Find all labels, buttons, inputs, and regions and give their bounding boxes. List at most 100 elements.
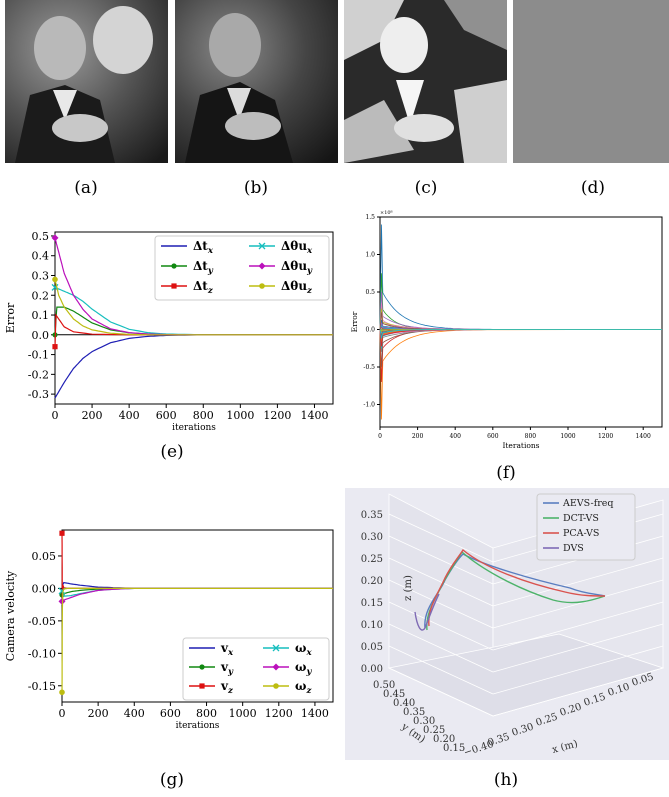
- trajectory-4: [414, 593, 440, 631]
- legend-marker: [272, 644, 280, 652]
- photo-d: [513, 0, 669, 163]
- legend-marker: [258, 242, 266, 250]
- chart-h: 0.350.300.250.200.150.100.050.00z (m)0.5…: [345, 488, 669, 760]
- x-tick-label: 400: [449, 433, 461, 440]
- x-axis-label: iterations: [176, 721, 220, 731]
- series-marker-6: [59, 689, 65, 696]
- caption-h: (h): [493, 770, 519, 790]
- y-tick-label: -0.3: [28, 388, 49, 401]
- x-tick-label: 1000: [226, 409, 254, 422]
- legend-marker: [199, 664, 205, 670]
- z-tick-label: 0.30: [361, 532, 383, 543]
- legend-label: ωy: [295, 660, 312, 677]
- z-axis-label: z (m): [403, 575, 414, 601]
- x-tick-label: 1200: [265, 707, 293, 720]
- x-tick-label: 1400: [301, 707, 329, 720]
- legend-box: [154, 235, 330, 301]
- x-tick-label: 800: [196, 707, 217, 720]
- y-axis-label: Camera velocity: [4, 570, 17, 661]
- x-axis-label: Iterations: [502, 441, 539, 450]
- x-tick-label: 1200: [263, 409, 291, 422]
- legend-marker: [171, 263, 177, 269]
- x-tick-label: 600: [156, 409, 177, 422]
- grid-line: [388, 667, 494, 717]
- legend-label: AEVS-freq: [562, 498, 613, 509]
- z-tick-label: 0.05: [361, 642, 383, 653]
- y-tick-label: 0.0: [365, 327, 375, 334]
- y-tick-label: -1.0: [363, 402, 375, 409]
- series-line-5: [379, 291, 662, 330]
- y-axis-label: Error: [350, 311, 359, 332]
- y-tick-label: 1.5: [365, 214, 375, 221]
- legend-marker: [258, 262, 266, 270]
- y-tick-label: 0.40: [393, 698, 415, 709]
- z-tick-label: 0.20: [361, 576, 383, 587]
- y-tick-label: -0.2: [28, 368, 49, 381]
- y-tick-label: -0.1: [28, 349, 49, 362]
- x-axis-label: iterations: [172, 423, 216, 433]
- x-tick-label: 0: [52, 409, 59, 422]
- series-line-27: [379, 329, 663, 346]
- grid-line: [492, 557, 664, 607]
- exponent-label: ×10⁸: [380, 210, 393, 216]
- caption-d: (d): [580, 178, 606, 198]
- x-tick-label: 1400: [636, 433, 651, 440]
- series-line-1: [379, 224, 663, 330]
- caption-e: (e): [160, 442, 184, 462]
- x-tick-label: 1400: [300, 409, 328, 422]
- chart-g: 0 200 400 600 800 1000 1200 1400 0.05 0.00 -0.05 -0…: [4, 529, 334, 731]
- series-marker-6: [52, 276, 58, 283]
- x-tick-label: 0: [59, 707, 66, 720]
- caption-g: (g): [159, 770, 185, 790]
- legend-label: DCT-VS: [563, 513, 599, 524]
- grid-line: [492, 579, 664, 629]
- legend-label: vy: [220, 660, 234, 677]
- legend-label: Δθuy: [281, 259, 313, 276]
- y-tick-label: 0.3: [32, 269, 50, 282]
- legend-marker: [259, 283, 265, 289]
- legend-label: vx: [220, 641, 234, 658]
- y-tick-label: 0.4: [32, 250, 50, 263]
- x-tick-label: 1000: [560, 433, 575, 440]
- series-line-6: [54, 279, 333, 336]
- x-tick-label: 0: [378, 433, 382, 440]
- series-line-5: [61, 587, 333, 602]
- y-tick-label: 0.5: [365, 289, 375, 296]
- x-tick-label: 200: [82, 409, 103, 422]
- chart-e: 0 200 400 600 800 1000 1200 1400 0.5 0.4 0.3 0.2 0.1…: [4, 230, 334, 433]
- photo-c: [344, 0, 507, 163]
- grid-line: [388, 579, 494, 629]
- caption-b: (b): [243, 178, 269, 198]
- y-tick-label: -0.5: [363, 364, 375, 371]
- series-line-9: [379, 308, 662, 330]
- grid-line: [388, 645, 494, 695]
- x-tick-label: 400: [124, 707, 145, 720]
- series-line-1: [61, 581, 333, 589]
- y-tick-label: -0.15: [28, 680, 56, 693]
- x-tick-label: 800: [193, 409, 214, 422]
- legend-label: Δθuz: [281, 279, 313, 296]
- legend-label: vz: [220, 679, 234, 696]
- legend-label: Δtx: [193, 239, 214, 256]
- grid-line: [492, 623, 664, 673]
- series-line-10: [379, 329, 662, 349]
- series-line-17: [379, 312, 663, 330]
- legend-marker: [273, 683, 279, 689]
- legend-label: Δty: [193, 259, 214, 276]
- chart-f: 0 200 400 600 800 1000 1200 1400 1.5 1.0 0.5 0.0 -0.…: [350, 210, 663, 450]
- y-tick-label: 0.2: [32, 289, 50, 302]
- y-tick-label: 0.5: [32, 230, 50, 243]
- y-tick-label: 1.0: [365, 252, 375, 259]
- grid-line: [388, 601, 494, 651]
- grid-line: [388, 623, 494, 673]
- grid-line: [492, 645, 664, 695]
- series-line-2: [61, 587, 333, 596]
- legend-label: Δtz: [193, 279, 214, 296]
- y-tick-label: 0.05: [32, 550, 57, 563]
- y-tick-label: -0.10: [28, 647, 56, 660]
- y-tick-label: 0.45: [383, 689, 405, 700]
- legend-label: ωx: [295, 641, 312, 658]
- x-tick-label: 1000: [229, 707, 257, 720]
- legend-box: [536, 493, 636, 561]
- caption-f: (f): [496, 463, 516, 483]
